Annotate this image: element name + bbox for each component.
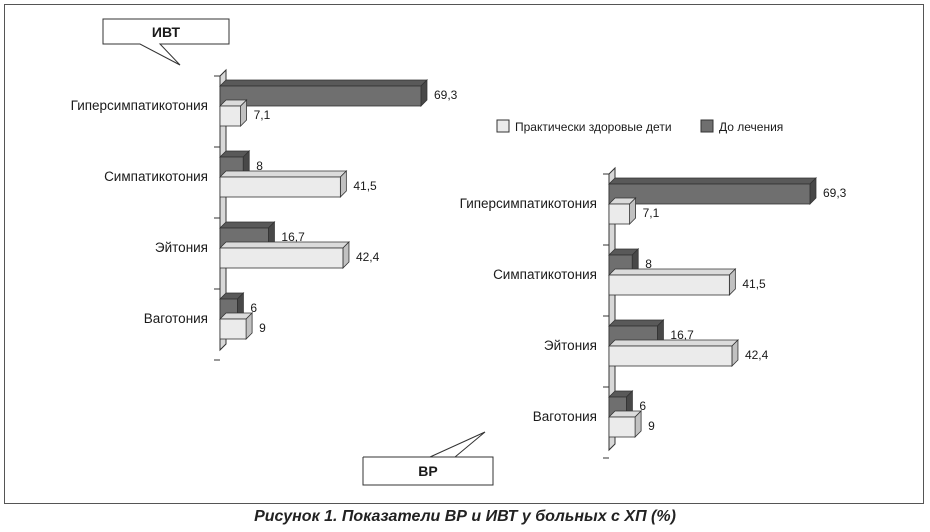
vr-value-label: 42,4 xyxy=(745,348,769,362)
ivt-value-label: 69,3 xyxy=(434,88,458,102)
ivt-bar-before-treatment xyxy=(219,79,428,107)
ivt-value-label: 7,1 xyxy=(254,108,271,122)
figure-canvas: Практически здоровые дети До лечения ИВТ… xyxy=(71,18,847,486)
callout-vr: ВР xyxy=(362,431,494,486)
ivt-bar-healthy xyxy=(219,170,348,198)
ivt-value-label: 9 xyxy=(259,321,266,335)
callout-ivt: ИВТ xyxy=(102,18,230,66)
vr-category-label: Ваготония xyxy=(533,409,597,424)
vr-value-label: 69,3 xyxy=(823,186,847,200)
vr-bar-healthy xyxy=(608,197,637,225)
ivt-category-label: Гиперсимпатикотония xyxy=(71,98,208,113)
vr-category-label: Эйтония xyxy=(544,338,597,353)
callout-vr-box xyxy=(362,431,494,486)
vr-value-label: 8 xyxy=(645,257,652,271)
figure-frame xyxy=(4,4,924,504)
ivt-value-label: 42,4 xyxy=(356,250,380,264)
ivt-category-label: Симпатикотония xyxy=(104,169,208,184)
vr-category-label: Симпатикотония xyxy=(493,267,597,282)
legend-swatch-before-treatment xyxy=(700,119,714,133)
ivt-category-label: Ваготония xyxy=(144,311,208,326)
ivt-value-label: 41,5 xyxy=(353,179,377,193)
figure-caption: Рисунок 1. Показатели ВР и ИВТ у больных… xyxy=(254,508,676,525)
ivt-value-label: 8 xyxy=(256,159,263,173)
ivt-bar-healthy xyxy=(219,312,254,340)
vr-category-label: Гиперсимпатикотония xyxy=(460,196,597,211)
chart-ivt: Гиперсимпатикотония 69,3 7,1 Симпатикотония… xyxy=(71,68,458,361)
legend-label-before-treatment: До лечения xyxy=(719,120,783,134)
vr-value-label: 16,7 xyxy=(670,328,694,342)
vr-value-label: 7,1 xyxy=(643,206,660,220)
ivt-bar-healthy xyxy=(219,241,350,269)
callout-vr-label: ВР xyxy=(418,463,437,479)
vr-value-label: 41,5 xyxy=(742,277,766,291)
ivt-bar-healthy xyxy=(219,99,248,127)
vr-bar-healthy xyxy=(608,410,643,438)
vr-bar-healthy xyxy=(608,268,737,296)
legend-swatch-healthy xyxy=(496,119,510,133)
ivt-value-label: 16,7 xyxy=(281,230,305,244)
vr-bar-before-treatment xyxy=(608,177,817,205)
ivt-category-label: Эйтония xyxy=(155,240,208,255)
legend: Практически здоровые дети До лечения xyxy=(496,119,783,134)
chart-vr: Гиперсимпатикотония 69,3 7,1 Симпатикотония… xyxy=(460,166,847,459)
ivt-value-label: 6 xyxy=(250,301,257,315)
vr-value-label: 9 xyxy=(648,419,655,433)
legend-label-healthy: Практически здоровые дети xyxy=(515,120,672,134)
vr-value-label: 6 xyxy=(639,399,646,413)
callout-ivt-box xyxy=(102,18,230,66)
callout-ivt-label: ИВТ xyxy=(152,24,181,40)
vr-bar-healthy xyxy=(608,339,739,367)
